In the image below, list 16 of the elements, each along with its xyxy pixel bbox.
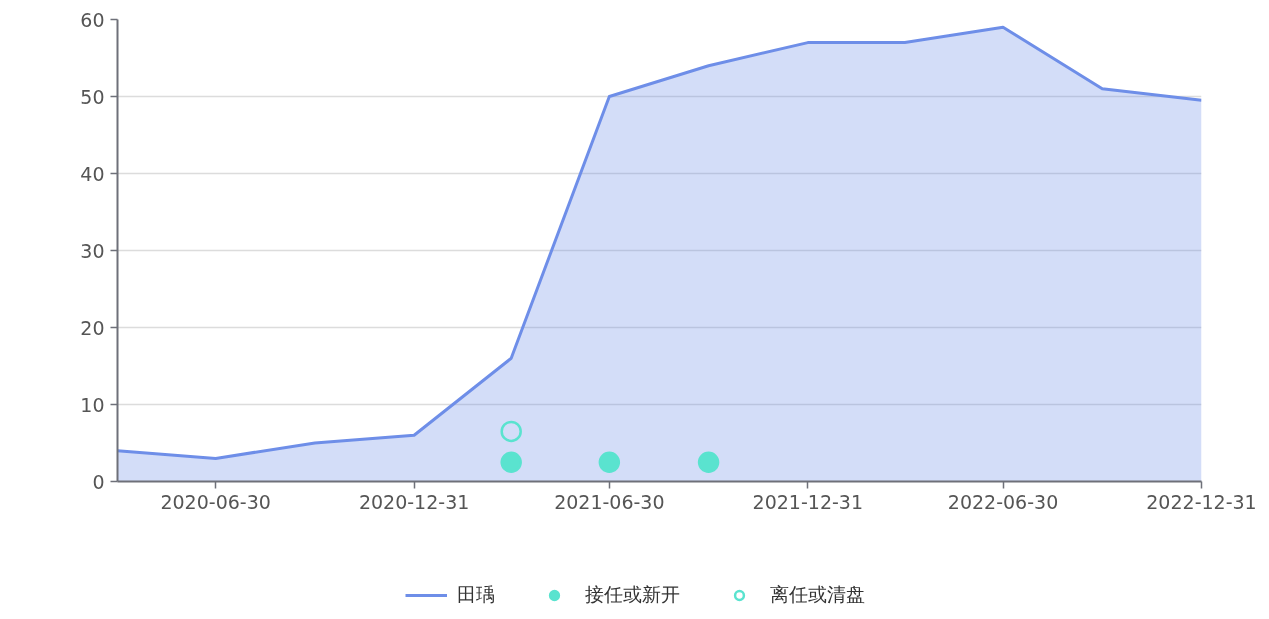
x-tick-label: 2021-12-31 <box>752 490 864 513</box>
y-tick-label: 30 <box>80 239 105 262</box>
legend-label: 接任或新开 <box>584 582 680 607</box>
y-tick-label: 0 <box>92 470 105 493</box>
legend-label: 离任或清盘 <box>769 582 865 607</box>
x-tick-label: 2022-06-30 <box>947 490 1059 513</box>
x-tick-label: 2021-06-30 <box>554 490 665 513</box>
x-tick-label: 2020-12-31 <box>358 490 470 513</box>
y-tick-label: 50 <box>80 85 105 108</box>
x-tick-label: 2022-12-31 <box>1146 490 1257 513</box>
legend-label: 田瑀 <box>456 582 495 607</box>
y-tick-label: 40 <box>80 162 105 185</box>
y-tick-label: 10 <box>80 393 105 416</box>
y-tick-label: 60 <box>80 8 105 31</box>
y-tick-label: 20 <box>80 316 105 339</box>
x-tick-label: 2020-06-30 <box>160 490 271 513</box>
